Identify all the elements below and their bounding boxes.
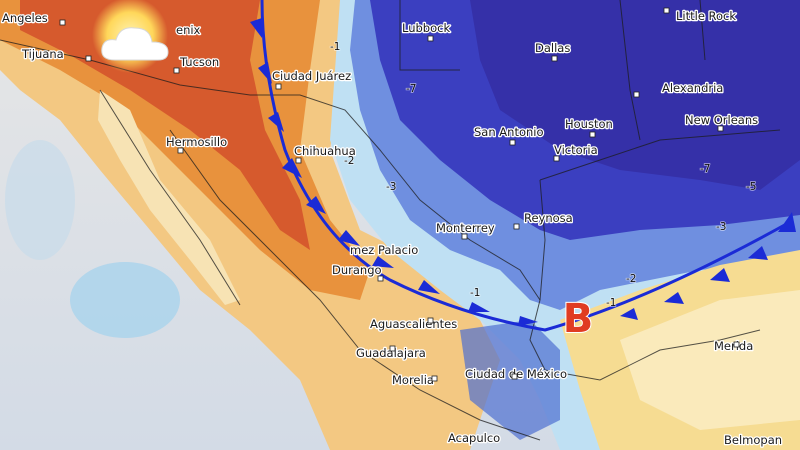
cloud-icon	[101, 27, 169, 61]
city-label: Alexandria	[662, 81, 723, 95]
city-label: Victoria	[554, 143, 598, 157]
city-label: enix	[176, 23, 201, 37]
front-triangles	[250, 18, 796, 326]
city-label: New Orleans	[685, 113, 758, 127]
city-label: San Antonio	[474, 125, 544, 139]
hottest-land	[20, 0, 310, 250]
cool-patch	[5, 140, 75, 260]
contour-label: -1	[470, 287, 480, 299]
border	[0, 39, 541, 301]
cold-front	[260, 0, 791, 332]
warm-sea	[620, 290, 800, 430]
city-label: Chihuahua	[294, 144, 356, 158]
city-label: Monterrey	[436, 221, 495, 235]
city-dots	[59, 7, 740, 382]
city-label: Houston	[565, 117, 613, 131]
city-label: Aguascalientes	[370, 317, 457, 331]
cool-patch	[70, 262, 180, 338]
contour-label: -1	[330, 41, 340, 53]
city-label: Dallas	[535, 41, 570, 55]
city-label: Reynosa	[524, 211, 573, 225]
contour-label: -7	[406, 83, 416, 95]
city-label: mez Palacio	[350, 243, 418, 257]
contour-label: -2	[626, 273, 636, 285]
city-label: Tucson	[179, 55, 219, 69]
coast	[529, 129, 781, 381]
state-line	[399, 0, 706, 141]
city-label: Lubbock	[402, 21, 450, 35]
low-pressure-label: B	[563, 296, 594, 342]
city-label: Belmopan	[724, 433, 782, 447]
contour-labels: -1 -7 -2 -3 -1 -7 -5 -3 -2 -1	[329, 40, 757, 310]
contour-label: -7	[700, 163, 710, 175]
contour-label: -3	[716, 221, 726, 233]
contour-label: -5	[746, 181, 756, 193]
contour-label: -3	[386, 181, 396, 193]
city-label: Durango	[332, 263, 382, 277]
city-label: Tijuana	[21, 47, 64, 61]
contour-label: -2	[344, 155, 354, 167]
city-label: Little Rock	[676, 9, 736, 23]
city-label: Morelia	[392, 373, 434, 387]
city-label: Ciudad Juárez	[272, 69, 351, 83]
city-label: Angeles	[2, 11, 48, 25]
city-label: Acapulco	[448, 431, 500, 445]
contour-label: -1	[606, 297, 616, 309]
city-label: Hermosillo	[166, 135, 227, 149]
city-label: Guadalajara	[356, 346, 426, 360]
coast	[99, 89, 541, 441]
